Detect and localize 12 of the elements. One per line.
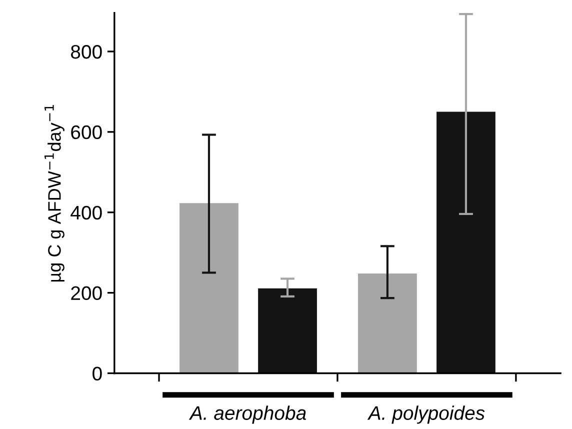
y-tick-label: 200 bbox=[71, 286, 102, 300]
y-tick-label: 800 bbox=[71, 44, 102, 59]
y-axis-title: µg C g AFDW$^{−1}$day$^{−1}$ bbox=[44, 105, 64, 282]
y-tick-label: 600 bbox=[71, 125, 102, 140]
bar bbox=[436, 112, 496, 374]
x-tick-label: A. polypoides bbox=[367, 406, 485, 424]
bar bbox=[258, 288, 317, 374]
y-tick-label: 400 bbox=[70, 206, 102, 220]
bar bbox=[358, 273, 417, 374]
y-tick-label: 0 bbox=[92, 366, 102, 380]
bar bbox=[180, 203, 238, 374]
x-tick-label: A. aerophoba bbox=[188, 406, 306, 424]
